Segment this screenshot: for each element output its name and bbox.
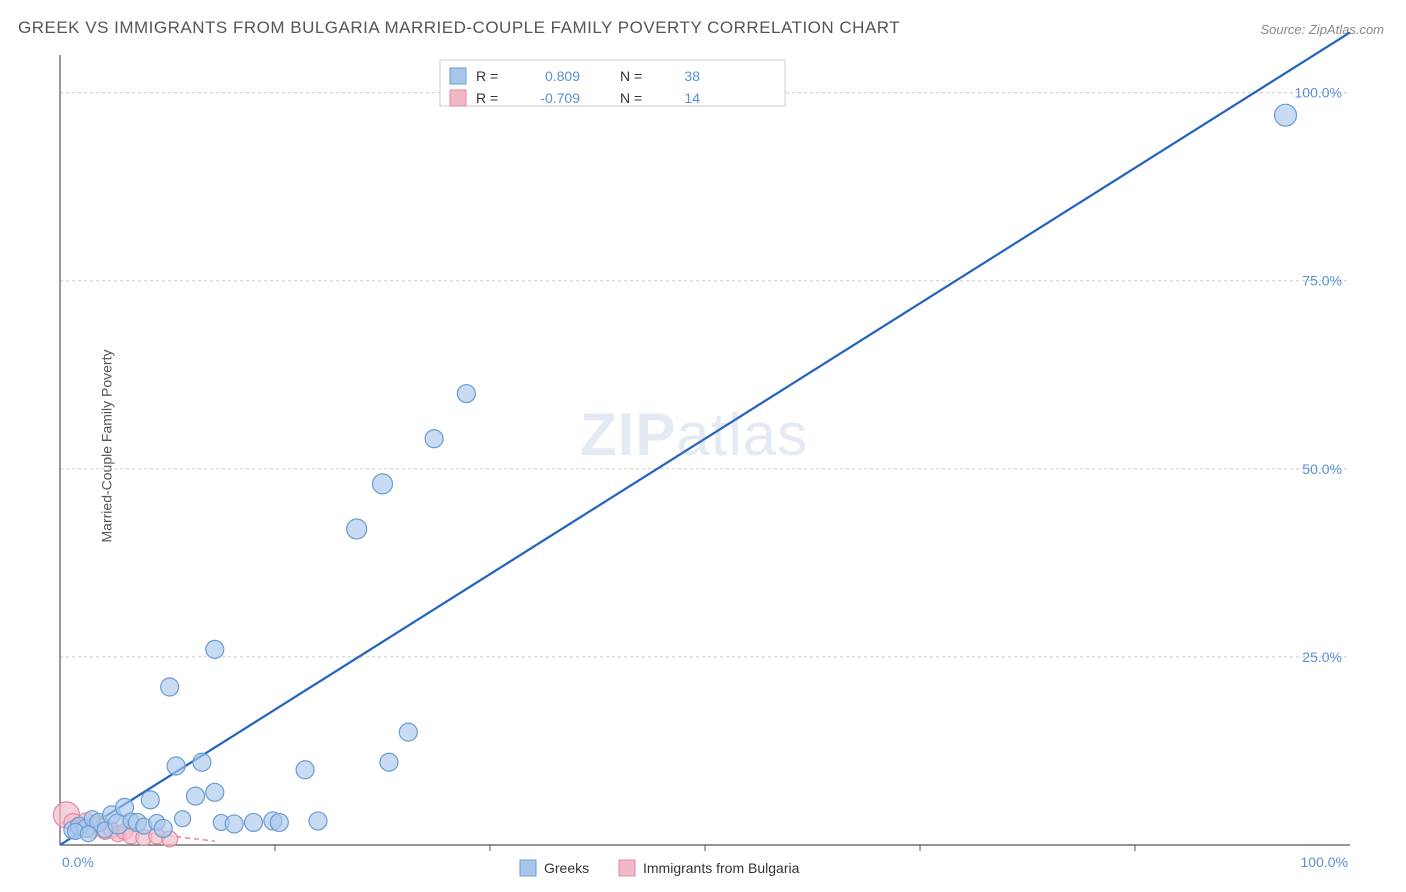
data-points	[53, 104, 1296, 847]
trend-lines	[60, 32, 1350, 845]
svg-text:R =: R =	[476, 68, 498, 84]
svg-text:100.0%: 100.0%	[1301, 854, 1348, 870]
svg-text:50.0%: 50.0%	[1302, 461, 1342, 477]
axis-tick-labels: 25.0% 50.0% 75.0% 100.0% 0.0% 100.0%	[62, 85, 1348, 870]
series-legend: Greeks Immigrants from Bulgaria	[520, 860, 800, 876]
axes	[60, 55, 1350, 851]
svg-text:N =: N =	[620, 90, 642, 106]
svg-text:0.0%: 0.0%	[62, 854, 94, 870]
svg-text:38: 38	[684, 68, 700, 84]
svg-text:-0.709: -0.709	[540, 90, 580, 106]
svg-text:N =: N =	[620, 68, 642, 84]
svg-text:14: 14	[684, 90, 700, 106]
svg-text:25.0%: 25.0%	[1302, 649, 1342, 665]
scatter-chart: R = 0.809 N = 38 R = -0.709 N = 14 25.0% 50.0% 75…	[0, 0, 1406, 892]
grid-lines	[60, 93, 1350, 657]
svg-text:Immigrants from Bulgaria: Immigrants from Bulgaria	[643, 860, 800, 876]
svg-text:0.809: 0.809	[545, 68, 580, 84]
svg-text:R =: R =	[476, 90, 498, 106]
svg-text:100.0%: 100.0%	[1295, 85, 1342, 101]
correlation-legend: R = 0.809 N = 38 R = -0.709 N = 14	[440, 60, 785, 106]
svg-text:75.0%: 75.0%	[1302, 273, 1342, 289]
svg-text:Greeks: Greeks	[544, 860, 589, 876]
